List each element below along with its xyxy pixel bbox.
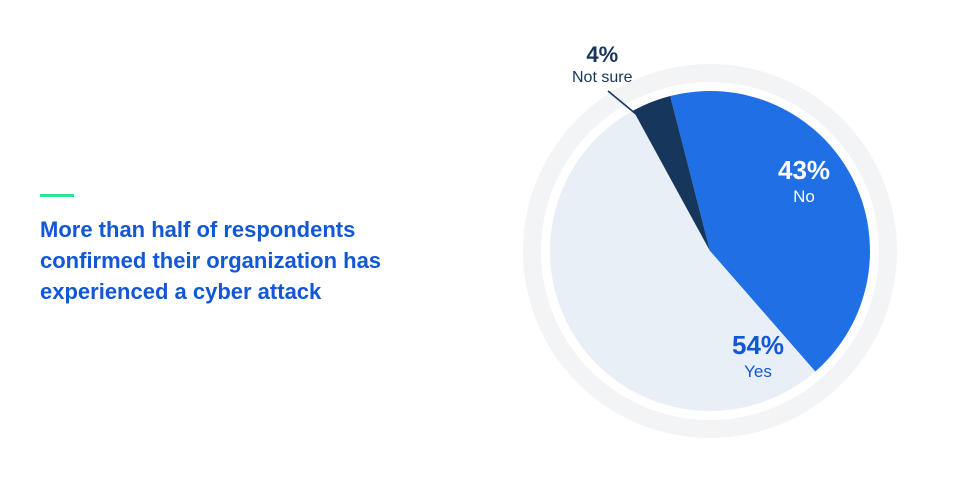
pie-chart: 43% No 54% Yes 4% Not sure (500, 41, 920, 461)
text-block: More than half of respondents confirmed … (40, 194, 460, 307)
infographic-container: More than half of respondents confirmed … (0, 0, 960, 502)
accent-line (40, 194, 74, 197)
pie-chart-svg (500, 41, 920, 461)
headline: More than half of respondents confirmed … (40, 215, 440, 307)
